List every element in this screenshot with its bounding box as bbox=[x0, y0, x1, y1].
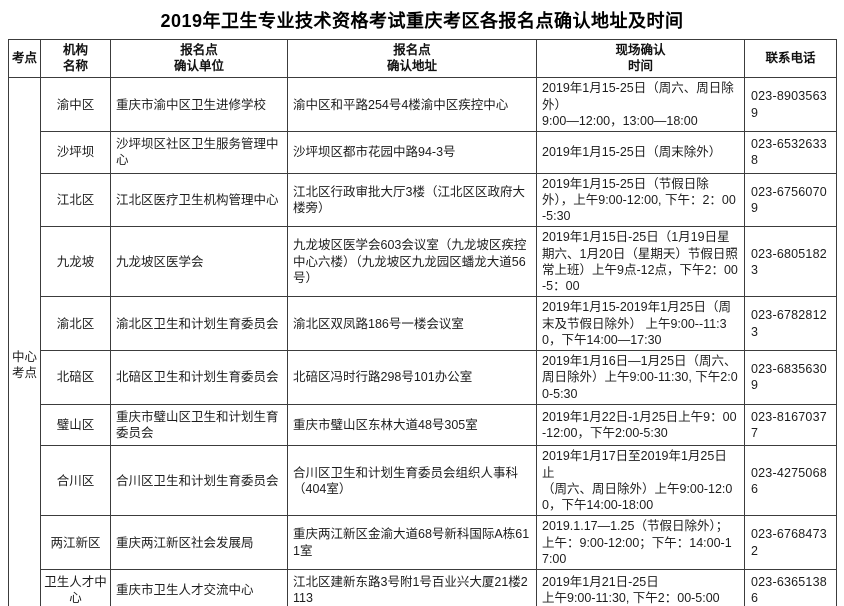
phone-cell: 023-89035639 bbox=[744, 77, 837, 132]
col-header-site: 考点 bbox=[8, 38, 41, 79]
col-header-address: 报名点 确认地址 bbox=[287, 38, 537, 79]
confirmation-table: 考点 机构 名称 报名点 确认单位 报名点 确认地址 现场确认 时间 联系电话 … bbox=[8, 38, 837, 606]
address-cell: 九龙坡区医学会603会议室（九龙坡区疾控中心六楼）（九龙坡区九龙园区蟠龙大道56… bbox=[287, 226, 537, 298]
time-cell: 2019年1月15-2019年1月25日（周末及节假日除外） 上午9:00--1… bbox=[536, 296, 745, 351]
phone-cell: 023-68051823 bbox=[744, 226, 837, 298]
time-cell: 2019年1月22日-1月25日上午9：00-12:00，下午2:00-5:30 bbox=[536, 403, 745, 447]
phone-cell: 023-67828123 bbox=[744, 296, 837, 351]
table-row: 江北区 江北区医疗卫生机构管理中心 江北区行政审批大厅3楼（江北区区政府大楼旁） 20… bbox=[9, 172, 837, 228]
org-cell: 北碚区 bbox=[40, 350, 111, 405]
address-cell: 江北区建新东路3号附1号百业兴大厦21楼2113 bbox=[287, 569, 537, 606]
unit-cell: 合川区卫生和计划生育委员会 bbox=[110, 445, 288, 517]
org-cell: 沙坪坝 bbox=[40, 131, 111, 174]
unit-cell: 重庆市璧山区卫生和计划生育委员会 bbox=[110, 403, 288, 447]
address-cell: 合川区卫生和计划生育委员会组织人事科（404室） bbox=[287, 445, 537, 517]
table-row: 沙坪坝 沙坪坝区社区卫生服务管理中心 沙坪坝区都市花园中路94-3号 2019年1月1… bbox=[9, 131, 837, 174]
address-cell: 北碚区冯时行路298号101办公室 bbox=[287, 350, 537, 405]
table-row: 渝北区 渝北区卫生和计划生育委员会 渝北区双凤路186号一楼会议室 2019年1月15… bbox=[9, 296, 837, 351]
table-row: 合川区 合川区卫生和计划生育委员会 合川区卫生和计划生育委员会组织人事科（404室）… bbox=[9, 445, 837, 517]
table-row: 两江新区 重庆两江新区社会发展局 重庆两江新区金渝大道68号新科国际A栋611室 20… bbox=[9, 515, 837, 570]
address-cell: 重庆市璧山区东林大道48号305室 bbox=[287, 403, 537, 447]
header-row: 考点 机构 名称 报名点 确认单位 报名点 确认地址 现场确认 时间 联系电话 bbox=[8, 38, 837, 79]
time-cell: 2019年1月17日至2019年1月25日止 （周六、周日除外）上午9:00-1… bbox=[536, 445, 745, 517]
unit-cell: 重庆市卫生人才交流中心 bbox=[110, 569, 288, 606]
org-cell: 卫生人才中心 bbox=[40, 569, 111, 606]
table-row: 北碚区 北碚区卫生和计划生育委员会 北碚区冯时行路298号101办公室 2019年1月… bbox=[9, 350, 837, 405]
unit-cell: 重庆两江新区社会发展局 bbox=[110, 515, 288, 570]
org-cell: 渝北区 bbox=[40, 296, 111, 351]
org-cell: 九龙坡 bbox=[40, 226, 111, 298]
org-cell: 江北区 bbox=[40, 172, 111, 228]
time-cell: 2019年1月15日-25日（1月19日星期六、1月20日（星期天）节假日照常上… bbox=[536, 226, 745, 298]
time-cell: 2019年1月15-25日（节假日除外），上午9:00-12:00, 下午：2：… bbox=[536, 172, 745, 228]
time-cell: 2019年1月15-25日（周末除外） bbox=[536, 131, 745, 174]
address-cell: 渝北区双凤路186号一楼会议室 bbox=[287, 296, 537, 351]
phone-cell: 023-67684732 bbox=[744, 515, 837, 570]
phone-cell: 023-42750686 bbox=[744, 445, 837, 517]
org-cell: 合川区 bbox=[40, 445, 111, 517]
phone-cell: 023-81670377 bbox=[744, 403, 837, 447]
phone-cell: 023-65326338 bbox=[744, 131, 837, 174]
address-cell: 渝中区和平路254号4楼渝中区疾控中心 bbox=[287, 77, 537, 132]
unit-cell: 北碚区卫生和计划生育委员会 bbox=[110, 350, 288, 405]
org-cell: 两江新区 bbox=[40, 515, 111, 570]
table-row: 卫生人才中心 重庆市卫生人才交流中心 江北区建新东路3号附1号百业兴大厦21楼211… bbox=[9, 569, 837, 606]
site-group-label: 中心 考点 bbox=[8, 77, 41, 606]
table-row: 璧山区 重庆市璧山区卫生和计划生育委员会 重庆市璧山区东林大道48号305室 2019… bbox=[9, 403, 837, 447]
time-cell: 2019年1月16日—1月25日（周六、周日除外）上午9:00-11:30, 下… bbox=[536, 350, 745, 405]
unit-cell: 江北区医疗卫生机构管理中心 bbox=[110, 172, 288, 228]
col-header-org: 机构 名称 bbox=[40, 38, 111, 79]
phone-cell: 023-67560709 bbox=[744, 172, 837, 228]
org-cell: 璧山区 bbox=[40, 403, 111, 447]
time-cell: 2019年1月21日-25日 上午9:00-11:30, 下午2：00-5:00 bbox=[536, 569, 745, 606]
org-cell: 渝中区 bbox=[40, 77, 111, 132]
unit-cell: 九龙坡区医学会 bbox=[110, 226, 288, 298]
unit-cell: 重庆市渝中区卫生进修学校 bbox=[110, 77, 288, 132]
time-cell: 2019.1.17—1.25（节假日除外）；上午：9:00-12:00；下午：1… bbox=[536, 515, 745, 570]
col-header-time: 现场确认 时间 bbox=[536, 38, 745, 79]
address-cell: 重庆两江新区金渝大道68号新科国际A栋611室 bbox=[287, 515, 537, 570]
table-row: 九龙坡 九龙坡区医学会 九龙坡区医学会603会议室（九龙坡区疾控中心六楼）（九龙坡区… bbox=[9, 226, 837, 298]
table-row: 中心 考点 渝中区 重庆市渝中区卫生进修学校 渝中区和平路254号4楼渝中区疾控中心 2… bbox=[8, 77, 837, 606]
address-cell: 沙坪坝区都市花园中路94-3号 bbox=[287, 131, 537, 174]
address-cell: 江北区行政审批大厅3楼（江北区区政府大楼旁） bbox=[287, 172, 537, 228]
phone-cell: 023-68356309 bbox=[744, 350, 837, 405]
unit-cell: 渝北区卫生和计划生育委员会 bbox=[110, 296, 288, 351]
col-header-phone: 联系电话 bbox=[744, 38, 837, 79]
phone-cell: 023-63651386 bbox=[744, 569, 837, 606]
time-cell: 2019年1月15-25日（周六、周日除外） 9:00—12:00，13:00—… bbox=[536, 77, 745, 132]
unit-cell: 沙坪坝区社区卫生服务管理中心 bbox=[110, 131, 288, 174]
page-title: 2019年卫生专业技术资格考试重庆考区各报名点确认地址及时间 bbox=[160, 11, 684, 31]
col-header-unit: 报名点 确认单位 bbox=[110, 38, 288, 79]
